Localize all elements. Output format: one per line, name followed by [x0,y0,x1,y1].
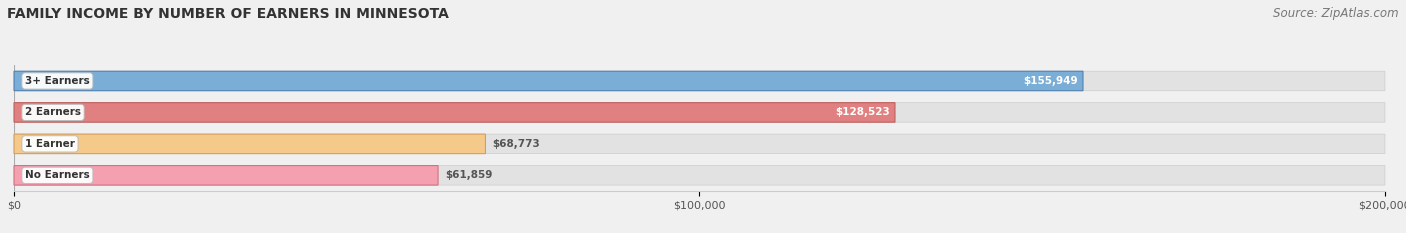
Text: 1 Earner: 1 Earner [25,139,75,149]
FancyBboxPatch shape [14,103,1385,122]
FancyBboxPatch shape [14,71,1083,91]
Text: Source: ZipAtlas.com: Source: ZipAtlas.com [1274,7,1399,20]
FancyBboxPatch shape [14,166,1385,185]
FancyBboxPatch shape [14,166,439,185]
Text: No Earners: No Earners [25,170,90,180]
Text: 3+ Earners: 3+ Earners [25,76,90,86]
FancyBboxPatch shape [14,134,1385,154]
FancyBboxPatch shape [14,134,485,154]
Text: $61,859: $61,859 [444,170,492,180]
Text: 2 Earners: 2 Earners [25,107,82,117]
Text: $128,523: $128,523 [835,107,890,117]
FancyBboxPatch shape [14,103,896,122]
Text: FAMILY INCOME BY NUMBER OF EARNERS IN MINNESOTA: FAMILY INCOME BY NUMBER OF EARNERS IN MI… [7,7,449,21]
Text: $155,949: $155,949 [1024,76,1077,86]
Text: $68,773: $68,773 [492,139,540,149]
FancyBboxPatch shape [14,71,1385,91]
